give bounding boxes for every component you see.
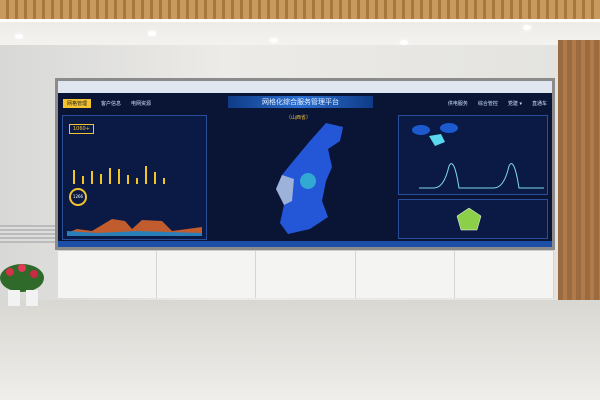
flower-pot bbox=[0, 264, 44, 306]
right-top-panel bbox=[398, 115, 548, 195]
ceiling-light bbox=[148, 31, 156, 36]
province-map[interactable] bbox=[248, 119, 358, 237]
floor bbox=[0, 300, 600, 400]
radar-chart bbox=[456, 207, 482, 231]
ceiling bbox=[0, 0, 600, 45]
video-wall: 网格管理 客户信息 电网资源 供电服务 综合管控 党建 ▾ 直通车 网格化综合服… bbox=[55, 78, 555, 250]
area-chart bbox=[67, 219, 202, 236]
ceiling-light bbox=[270, 38, 278, 43]
bar bbox=[109, 168, 111, 184]
bar bbox=[145, 166, 147, 184]
wood-wall-panel bbox=[558, 40, 600, 302]
top-nav: 网格管理 客户信息 电网资源 供电服务 综合管控 党建 ▾ 直通车 bbox=[58, 95, 552, 111]
taskbar bbox=[58, 241, 552, 247]
nav-party[interactable]: 党建 ▾ bbox=[507, 100, 522, 107]
right-bottom-panel bbox=[398, 199, 548, 239]
nav-customer-info[interactable]: 客户信息 bbox=[101, 100, 122, 107]
dashboard-screen: 网格管理 客户信息 电网资源 供电服务 综合管控 党建 ▾ 直通车 网格化综合服… bbox=[58, 81, 552, 247]
map-label: （山西省） bbox=[286, 115, 312, 121]
nav-power-service[interactable]: 供电服务 bbox=[447, 100, 468, 107]
line-chart bbox=[412, 123, 544, 189]
bar bbox=[73, 170, 75, 184]
nav-express[interactable]: 直通车 bbox=[531, 100, 547, 107]
display-cabinet bbox=[58, 250, 555, 298]
nav-control[interactable]: 综合管控 bbox=[477, 100, 498, 107]
gauge: 1266 bbox=[69, 188, 87, 206]
bar-chart bbox=[73, 156, 165, 184]
bar bbox=[136, 178, 138, 184]
ceiling-light bbox=[400, 40, 408, 45]
wood-ceiling-trim bbox=[0, 0, 600, 22]
browser-toolbar bbox=[58, 81, 552, 93]
nav-grid-management[interactable]: 网格管理 bbox=[63, 98, 92, 108]
nav-grid-resources[interactable]: 电网资源 bbox=[131, 100, 152, 107]
bar bbox=[82, 176, 84, 184]
bar bbox=[118, 169, 120, 184]
wall-vent bbox=[0, 225, 55, 243]
ceiling-light bbox=[523, 25, 531, 30]
bar bbox=[163, 178, 165, 184]
platform-title: 网格化综合服务管理平台 bbox=[228, 96, 373, 108]
ceiling-light bbox=[15, 34, 23, 39]
stat-card: 1060+ bbox=[69, 124, 94, 134]
bar bbox=[154, 172, 156, 184]
bar bbox=[100, 174, 102, 184]
bar bbox=[127, 175, 129, 184]
bar bbox=[91, 171, 93, 184]
left-panel: 1060+ 1266 bbox=[62, 115, 207, 240]
